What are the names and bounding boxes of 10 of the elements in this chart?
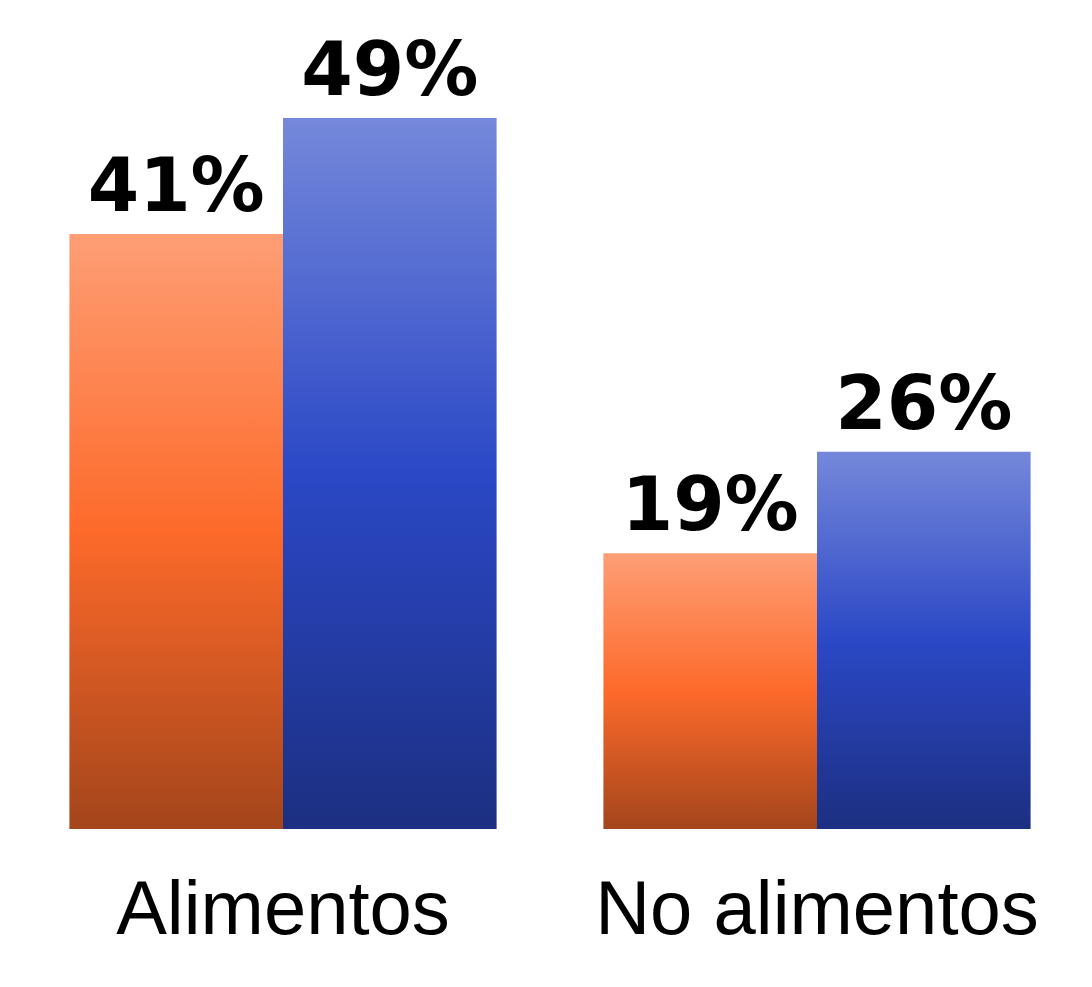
x-tick-label: No alimentos — [595, 864, 1039, 950]
x-tick-label: Alimentos — [116, 864, 450, 950]
bar — [603, 553, 817, 829]
bar — [817, 451, 1031, 829]
data-label: 41% — [87, 142, 265, 229]
data-label: 19% — [621, 461, 799, 548]
bar — [69, 234, 283, 829]
bar — [283, 118, 497, 829]
data-label: 26% — [835, 359, 1013, 446]
data-label: 49% — [301, 26, 479, 112]
